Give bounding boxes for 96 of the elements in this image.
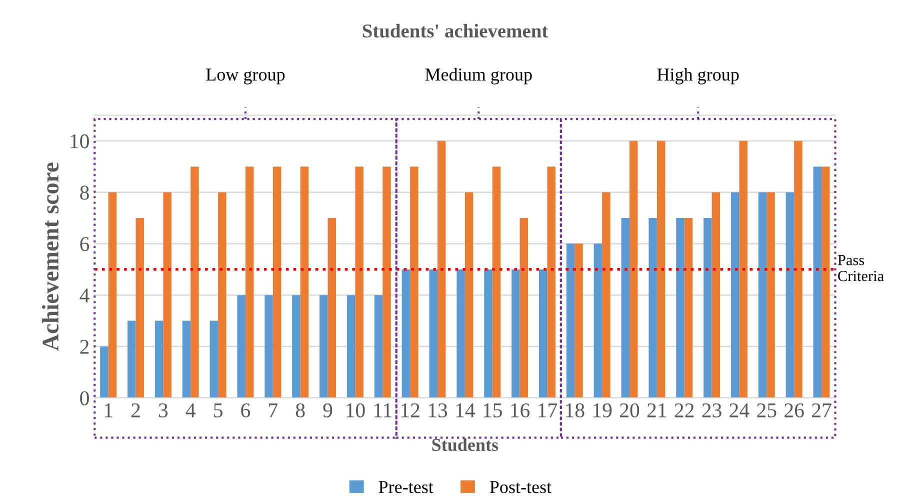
x-tick-label: 15	[484, 403, 502, 418]
bar	[182, 320, 191, 398]
bar	[520, 218, 528, 398]
bar	[292, 295, 300, 398]
x-tick-label: 5	[214, 404, 222, 418]
x-tick-label: 10	[346, 403, 365, 418]
bar	[594, 244, 602, 398]
x-tick-label: 4	[186, 403, 196, 418]
bar	[136, 218, 144, 398]
x-tick-label: 1	[104, 403, 112, 418]
bar	[648, 218, 657, 398]
x-tick-label: 19	[593, 403, 612, 418]
bar	[154, 320, 164, 398]
bar	[822, 166, 830, 398]
ref-line-label: Pass Criteria	[838, 255, 884, 282]
x-tick-label: 17	[538, 403, 558, 418]
bar	[786, 192, 794, 398]
bar	[730, 192, 740, 398]
bar	[574, 244, 583, 398]
x-tick-label: 13	[428, 403, 448, 418]
x-tick-label: 27	[812, 403, 832, 418]
bar	[437, 140, 446, 398]
bar	[108, 192, 117, 398]
x-tick-label: 2	[131, 403, 140, 418]
bar	[704, 218, 712, 398]
bar	[484, 269, 492, 398]
x-tick-label: 8	[296, 403, 305, 418]
bar	[656, 140, 666, 398]
bar	[758, 192, 767, 398]
legend-label: Pre-test	[378, 481, 434, 494]
bar	[190, 166, 199, 398]
bar	[218, 192, 226, 398]
bar	[163, 192, 172, 398]
bar	[210, 320, 218, 398]
x-tick-label: 11	[374, 403, 392, 418]
bar	[264, 295, 273, 398]
bar	[429, 269, 438, 398]
bar	[346, 295, 356, 398]
bar	[492, 166, 501, 398]
bar	[712, 192, 720, 398]
x-tick-label: 18	[566, 403, 584, 418]
x-tick-label: 23	[702, 403, 722, 418]
bar	[676, 218, 684, 398]
x-tick-label: 21	[647, 403, 666, 418]
bar	[813, 166, 822, 398]
bar	[630, 140, 638, 398]
y-tick-label: 6	[80, 237, 90, 252]
x-tick-label: 20	[620, 403, 640, 418]
x-tick-label: 3	[158, 403, 168, 418]
bar	[355, 166, 364, 398]
x-tick-label: 25	[757, 403, 776, 418]
x-axis-title: Students	[432, 438, 498, 452]
x-tick-label: 6	[241, 403, 250, 418]
x-tick-label: 14	[456, 403, 476, 418]
bar	[328, 218, 336, 398]
bar	[272, 166, 282, 398]
bar	[621, 218, 630, 398]
bar	[739, 140, 748, 398]
bar	[237, 295, 246, 398]
bar	[382, 166, 391, 398]
bar	[100, 346, 108, 398]
chart-title: Students' achievement	[362, 24, 548, 38]
bar	[128, 320, 136, 398]
y-tick-label: 8	[80, 186, 89, 200]
text: Medium group	[425, 68, 532, 84]
text: Low group	[206, 68, 285, 84]
x-tick-label: 16	[511, 403, 530, 418]
bar	[602, 192, 610, 398]
bar	[512, 269, 520, 398]
text: High group	[657, 68, 739, 84]
bar	[464, 192, 474, 398]
y-tick-label: 4	[80, 288, 90, 302]
bar	[547, 166, 556, 398]
x-tick-label: 26	[784, 403, 804, 418]
bar	[300, 166, 309, 398]
x-tick-label: 9	[323, 403, 332, 418]
x-tick-label: 22	[674, 403, 694, 418]
bar	[794, 140, 802, 398]
y-tick-label: 2	[80, 340, 89, 354]
bar	[374, 295, 383, 398]
x-tick-label: 12	[401, 403, 420, 418]
legend-label: Post-test	[490, 481, 552, 494]
bar	[410, 166, 418, 398]
bar	[566, 244, 575, 398]
bar	[402, 269, 410, 398]
x-tick-label: 24	[730, 403, 750, 418]
bar	[245, 166, 254, 398]
x-tick-label: 7	[269, 404, 278, 418]
bar	[766, 192, 775, 398]
bar	[320, 295, 328, 398]
bar	[684, 218, 693, 398]
y-tick-label: 10	[70, 134, 89, 148]
y-axis-title: Achievement score	[42, 162, 59, 351]
bar	[538, 269, 548, 398]
bar	[456, 269, 465, 398]
y-tick-label: 0	[80, 391, 89, 406]
